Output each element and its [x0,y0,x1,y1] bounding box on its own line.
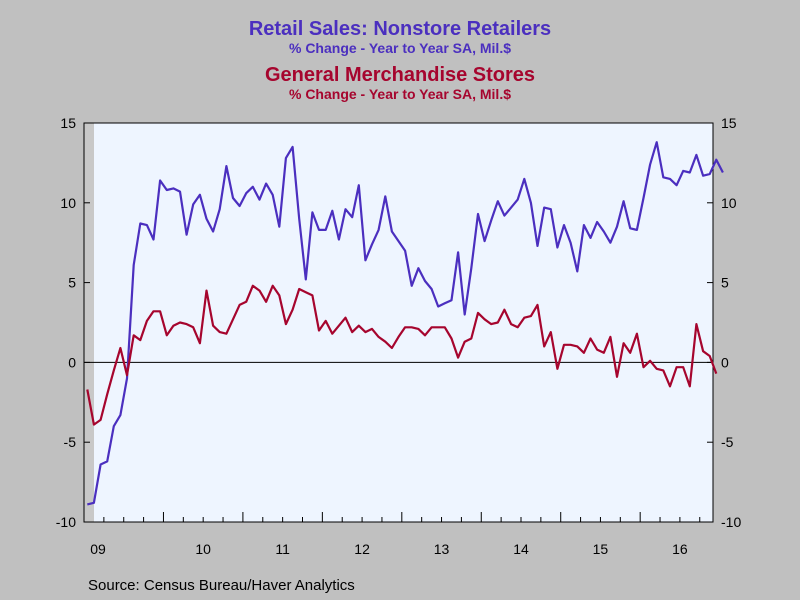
y-tick-label-right: 15 [721,115,737,131]
series-line-general-merchandise [86,284,718,426]
y-tick-label-left: 5 [68,275,76,291]
x-tick-label: 15 [593,541,609,557]
plot-area [84,123,713,522]
y-tick-label-left: -5 [64,434,77,450]
y-tick-label-left: 15 [60,115,76,131]
y-tick-label-right: 10 [721,195,737,211]
chart-subtitle-1: % Change - Year to Year SA, Mil.$ [288,40,511,56]
series-line-nonstore-retailers [87,141,724,506]
y-tick-label-right: -10 [721,514,741,530]
chart-title-2: General Merchandise Stores [264,64,536,86]
x-tick-label: 13 [434,541,450,557]
y-tick-label-left: 0 [68,354,76,370]
chart-subtitle-2: % Change - Year to Year SA, Mil.$ [288,86,511,102]
x-tick-label: 09 [90,541,106,557]
x-tick-label: 14 [513,541,529,557]
y-tick-label-left: -10 [56,514,76,530]
x-tick-label: 11 [275,541,290,557]
recession-shading [84,123,94,522]
y-tick-label-right: 0 [721,354,729,370]
chart-title-1: Retail Sales: Nonstore Retailers [248,18,552,40]
x-tick-label: 12 [354,541,370,557]
y-tick-label-right: -5 [721,434,734,450]
x-tick-label: 10 [195,541,211,557]
y-tick-label-right: 5 [721,275,729,291]
x-tick-label: 16 [672,541,688,557]
source-note: Source: Census Bureau/Haver Analytics [88,577,355,594]
y-tick-label-left: 10 [60,195,76,211]
plot-frame [83,122,714,523]
